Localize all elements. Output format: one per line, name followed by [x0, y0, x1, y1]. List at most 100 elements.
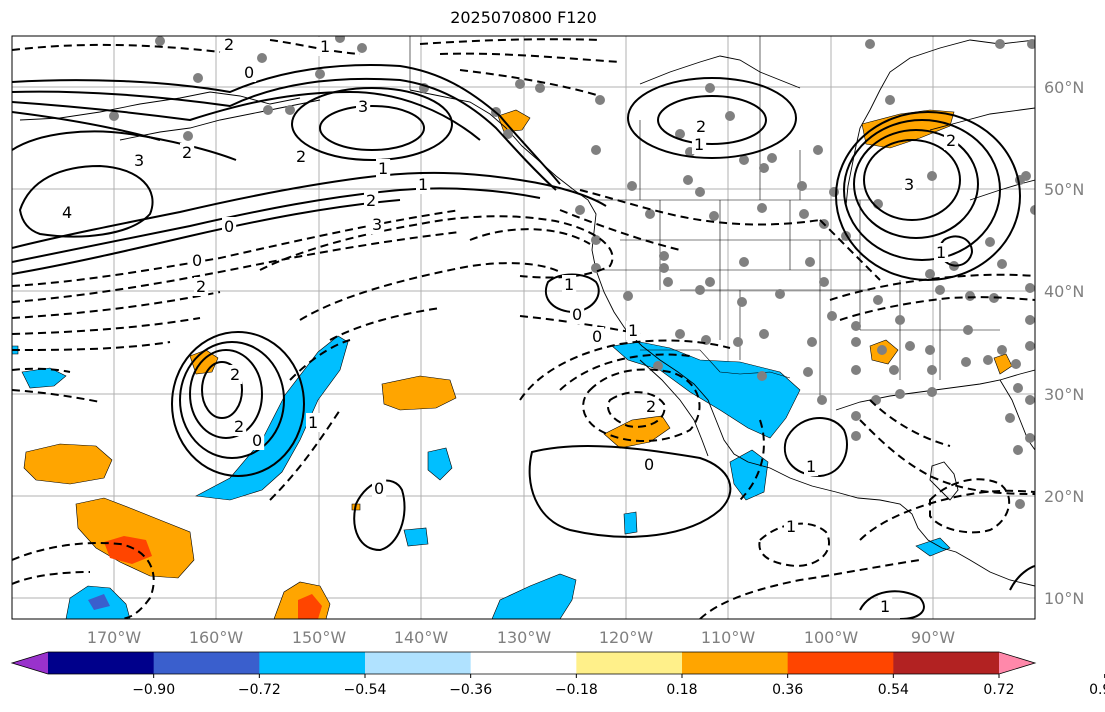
colorbar-segment [153, 652, 260, 674]
contour-label-background [642, 455, 657, 474]
contour-label: 0 [252, 431, 262, 450]
contour-label-background [222, 36, 237, 54]
colorbar-extend-high [999, 652, 1035, 674]
contour-label: 2 [946, 131, 956, 150]
colorbar-tick-label: 0.72 [983, 682, 1014, 698]
lon-tick-label: 90°W [911, 628, 955, 647]
contour-label-background [294, 147, 309, 166]
dashed-contours [12, 38, 1035, 619]
contour-label-background [570, 305, 585, 324]
contour-label-background [416, 175, 431, 194]
contour-label-background [232, 417, 247, 436]
contour-label-background [250, 431, 265, 450]
lat-tick-label: 20°N [1044, 487, 1084, 506]
contour-label-background [590, 327, 605, 346]
lat-tick-label: 50°N [1044, 180, 1084, 199]
contour-label-background [804, 457, 819, 476]
contour-label: 3 [134, 151, 144, 170]
colorbar-segment [787, 652, 894, 674]
colorbar-segment [470, 652, 577, 674]
colorbar-tick-label: 0.90 [1089, 682, 1105, 698]
contour-label-background [356, 97, 371, 116]
contour-label: 1 [308, 413, 318, 432]
contour-label: 0 [374, 479, 384, 498]
colorbar-tick-label: 0.54 [878, 682, 909, 698]
contour-label: 0 [572, 305, 582, 324]
contour-label: 2 [224, 35, 234, 54]
contour-label-background [692, 135, 707, 154]
coastlines [19, 39, 1035, 587]
colorbar-tick-label: −0.18 [555, 682, 598, 698]
contour-label: 0 [592, 327, 602, 346]
contour-label-background [228, 365, 243, 384]
contour-label: 1 [806, 457, 816, 476]
contour-label: 1 [564, 275, 574, 294]
contour-label: 3 [904, 175, 914, 194]
colorbar-extend-low [12, 652, 48, 674]
lon-tick-label: 160°W [189, 628, 244, 647]
contour-label-background [222, 217, 237, 236]
contour-label: 0 [192, 251, 202, 270]
contour-label: 1 [378, 159, 388, 178]
contour-label-background [180, 143, 195, 162]
colorbar-segment [576, 652, 683, 674]
contour-label-background [372, 479, 387, 498]
lon-tick-label: 120°W [599, 628, 654, 647]
political-borders [409, 36, 1000, 400]
contour-label-background [60, 203, 75, 222]
colorbar-tick-label: −0.72 [238, 682, 281, 698]
contour-label: 2 [646, 397, 656, 416]
contour-label-background [364, 191, 379, 210]
contour-label-background [306, 413, 321, 432]
contour-label-background [318, 37, 333, 56]
contour-label-background [562, 275, 577, 294]
solid-contours [12, 64, 1035, 619]
map-title: 2025070800 F120 [450, 8, 597, 27]
colorbar-tick-label: 0.18 [666, 682, 697, 698]
lon-tick-label: 150°W [292, 628, 347, 647]
lat-tick-label: 40°N [1044, 282, 1084, 301]
colorbar-tick-label: −0.54 [344, 682, 387, 698]
contour-label-background [132, 151, 147, 170]
colorbar-tick-label: 0.36 [772, 682, 803, 698]
colorbar-segment [365, 652, 472, 674]
colorbar-tick-label: −0.36 [449, 682, 492, 698]
contour-label-background [934, 243, 949, 262]
contour-label-background [376, 159, 391, 178]
contour-label-background [644, 397, 659, 416]
contour-label: 2 [696, 117, 706, 136]
latitude-axis: 60°N 50°N 40°N 30°N 20°N 10°N [1044, 78, 1084, 608]
map-frame-border [11, 35, 1036, 620]
contour-label: 1 [694, 135, 704, 154]
contour-label: 3 [358, 97, 368, 116]
contour-label-background [242, 63, 257, 82]
contour-label: 2 [182, 143, 192, 162]
contour-label-background [626, 321, 641, 340]
contour-label: 0 [224, 217, 234, 236]
contour-label: 2 [296, 147, 306, 166]
lat-tick-label: 10°N [1044, 589, 1084, 608]
contour-label: 1 [320, 37, 330, 56]
lon-tick-label: 170°W [87, 628, 142, 647]
colorbar-segment [259, 652, 366, 674]
colorbar-segment [48, 652, 155, 674]
contour-label: 1 [418, 175, 428, 194]
contour-label-background [694, 117, 709, 136]
contour-label: 1 [936, 243, 946, 262]
lon-tick-label: 140°W [394, 628, 449, 647]
contour-label-background [784, 517, 799, 536]
colorbar: −0.90 −0.72 −0.54 −0.36 −0.18 0.18 0.36 0.54 0.7… [10, 651, 1105, 698]
colorbar-segment [893, 652, 1000, 674]
lat-tick-label: 30°N [1044, 385, 1084, 404]
contour-label-background [878, 597, 893, 616]
contour-label: 0 [644, 455, 654, 474]
contour-label-background [370, 215, 385, 234]
contour-label-background [190, 251, 205, 270]
colorbar-segments [10, 651, 1037, 675]
station-markers [109, 36, 1035, 509]
colorbar-segment [682, 652, 789, 674]
contour-label-background [194, 277, 209, 296]
lon-tick-label: 100°W [804, 628, 859, 647]
contour-label: 2 [234, 417, 244, 436]
